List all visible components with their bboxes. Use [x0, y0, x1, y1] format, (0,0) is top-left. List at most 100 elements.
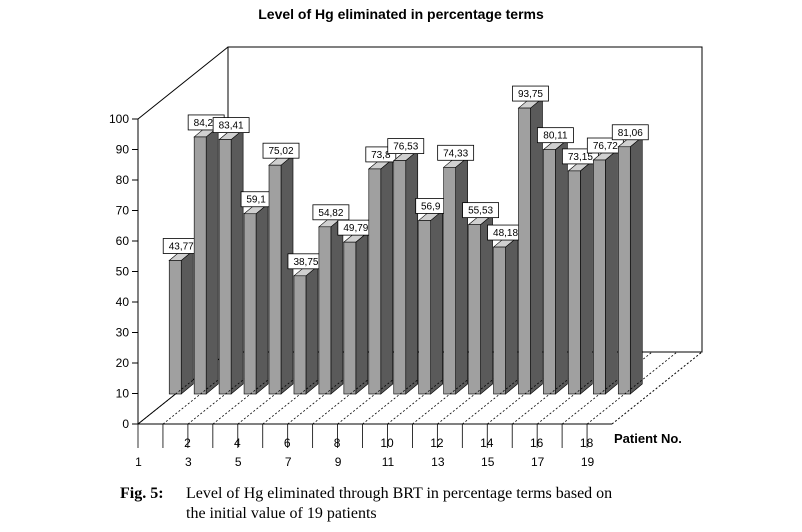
bar-front — [368, 168, 382, 395]
bar-front — [617, 146, 631, 395]
data-label: 49,79 — [343, 223, 368, 234]
floor-guide — [586, 351, 678, 425]
y-tick-label: 70 — [116, 204, 130, 218]
bar-side — [330, 216, 344, 395]
bar-side — [255, 203, 269, 395]
bar: 55,53 — [462, 202, 499, 395]
bar-side — [480, 213, 493, 395]
bar: 75,02 — [262, 142, 300, 395]
x-tick-label: 7 — [285, 455, 292, 469]
bar-side — [205, 126, 219, 395]
bar-front — [193, 136, 207, 395]
figure-caption: Fig. 5: Level of Hg eliminated through BR… — [120, 484, 760, 524]
bar: 54,82 — [312, 204, 350, 395]
y-tick-label: 30 — [116, 326, 130, 340]
bar-side — [555, 139, 568, 395]
data-label: 59,1 — [246, 195, 266, 206]
x-tick-label: 15 — [481, 455, 495, 469]
data-label: 55,53 — [468, 206, 493, 217]
bar-front — [493, 246, 506, 395]
data-label: 80,11 — [543, 131, 568, 142]
data-label-box — [611, 124, 649, 141]
bar-front — [218, 139, 232, 395]
x-axis-label: Patient No. — [614, 431, 682, 446]
bar-side — [405, 149, 419, 395]
data-label-box — [512, 85, 549, 102]
bar: 80,11 — [537, 127, 574, 395]
chart-title: Level of Hg eliminated in percentage ter… — [258, 6, 544, 22]
data-label-box — [212, 117, 250, 133]
bar-front — [293, 275, 307, 395]
data-label: 84,28 — [194, 118, 219, 129]
y-tick-label: 100 — [109, 112, 129, 126]
x-tick-label: 3 — [185, 455, 192, 469]
bar-side — [605, 149, 618, 395]
bar-front — [593, 159, 606, 395]
bar-side — [305, 265, 319, 395]
data-label-box — [262, 142, 300, 159]
bar-side — [505, 236, 518, 395]
data-label-box — [437, 144, 475, 161]
data-label: 56,9 — [421, 201, 441, 212]
bar: 74,33 — [437, 144, 475, 395]
bar: 76,53 — [387, 138, 425, 395]
bar-side — [580, 160, 593, 395]
bar-side — [230, 128, 244, 395]
bar-side — [455, 156, 468, 395]
bar-front — [343, 241, 357, 395]
x-tick-label: 11 — [382, 455, 395, 469]
y-tick-label: 90 — [116, 143, 130, 157]
x-tick-label: 5 — [235, 455, 242, 469]
x-tick-label: 17 — [531, 455, 545, 469]
bar: 76,72 — [586, 137, 624, 395]
bar: 84,28 — [187, 114, 225, 395]
data-label: 83,41 — [219, 121, 244, 132]
y-tick-label: 50 — [116, 265, 130, 279]
bar: 59,1 — [240, 191, 272, 395]
bar: 73,8 — [365, 146, 397, 395]
data-label: 54,82 — [318, 208, 343, 219]
data-label: 43,77 — [169, 242, 194, 253]
y-tick-label: 80 — [116, 173, 130, 187]
bar-front — [518, 107, 531, 395]
bar-side — [355, 231, 369, 395]
x-tick-label: 13 — [431, 455, 445, 469]
y-tick-label: 10 — [116, 387, 130, 401]
bar-front — [243, 213, 257, 395]
data-label-box — [312, 204, 350, 221]
data-label: 76,72 — [593, 141, 618, 152]
y-tick-label: 0 — [122, 417, 129, 431]
bar-side — [180, 249, 194, 395]
bar: 49,79 — [337, 219, 375, 395]
bar: 93,75 — [512, 85, 549, 395]
bar-side — [629, 136, 643, 395]
bar: 81,06 — [611, 124, 649, 395]
bar-side — [280, 154, 294, 395]
y-axis-ticks: 0 10 20 30 40 50 60 70 80 90 100 — [109, 112, 138, 431]
caption-line-1: Level of Hg eliminated through BRT in pe… — [186, 485, 613, 502]
bar: 73,15 — [561, 148, 599, 395]
floor-right-edge — [611, 351, 703, 425]
bar-side — [430, 209, 443, 395]
caption-label: Fig. 5: — [120, 485, 164, 502]
bar-front — [543, 149, 556, 395]
bar-front — [468, 224, 481, 395]
data-label: 73,8 — [371, 150, 391, 161]
bar-front — [568, 170, 581, 395]
data-label: 81,06 — [618, 128, 643, 139]
data-label-box — [537, 127, 574, 144]
data-label-box — [387, 138, 425, 154]
data-label: 76,53 — [393, 142, 418, 153]
bar: 43,77 — [162, 238, 200, 395]
x-tick-label: 9 — [335, 455, 342, 469]
bar-front — [268, 164, 282, 395]
x-tick-label: 1 — [135, 455, 142, 469]
data-label: 73,15 — [568, 152, 593, 163]
y-tick-label: 20 — [116, 356, 130, 370]
bar-front — [168, 260, 182, 395]
bar-front — [393, 160, 407, 395]
bar: 83,41 — [212, 117, 250, 395]
